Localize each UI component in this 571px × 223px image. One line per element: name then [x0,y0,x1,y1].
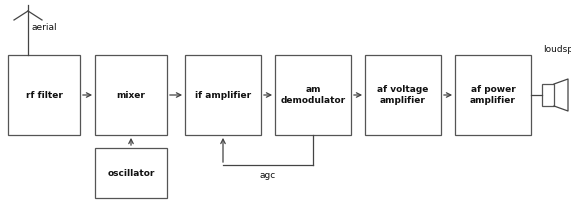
Bar [8,55,80,135]
Text: am
demodulator: am demodulator [280,85,345,105]
Text: aerial: aerial [32,23,58,33]
Bar [95,148,167,198]
Bar [455,55,531,135]
Text: loudspeaker: loudspeaker [543,45,571,54]
Text: if amplifier: if amplifier [195,91,251,99]
Bar [95,55,167,135]
Text: agc: agc [260,171,276,180]
Text: mixer: mixer [116,91,146,99]
Bar [185,55,261,135]
Bar [275,55,351,135]
Bar [365,55,441,135]
Bar [542,84,554,106]
Text: rf filter: rf filter [26,91,62,99]
Text: af voltage
amplifier: af voltage amplifier [377,85,429,105]
Text: oscillator: oscillator [107,169,155,178]
Text: af power
amplifier: af power amplifier [470,85,516,105]
